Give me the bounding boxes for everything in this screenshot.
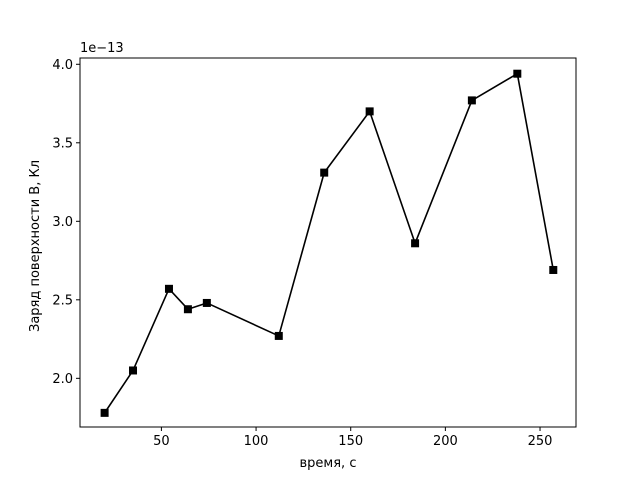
x-tick-label: 150 <box>338 434 363 449</box>
y-axis-label: Заряд поверхности B, Кл <box>28 160 43 332</box>
x-tick-label: 50 <box>153 434 170 449</box>
y-tick-label: 2.0 <box>52 372 73 387</box>
x-tick-label: 200 <box>433 434 458 449</box>
data-point <box>183 305 192 314</box>
data-point <box>365 107 374 116</box>
data-point <box>467 96 476 105</box>
y-tick-label: 3.0 <box>52 215 73 230</box>
x-axis-label: время, с <box>300 456 357 471</box>
data-point <box>274 331 283 340</box>
data-point <box>164 284 173 293</box>
x-tick-label: 250 <box>528 434 553 449</box>
data-point <box>549 265 558 274</box>
y-offset-label: 1e−13 <box>80 41 124 56</box>
plot-frame <box>79 57 577 428</box>
data-point <box>100 408 109 417</box>
y-tick-label: 3.5 <box>52 136 73 151</box>
data-point <box>129 366 138 375</box>
x-tick-label: 100 <box>244 434 269 449</box>
y-tick-label: 4.0 <box>52 58 73 73</box>
data-point <box>320 168 329 177</box>
series-line <box>103 72 555 414</box>
data-point <box>513 69 522 78</box>
y-tick-label: 2.5 <box>52 293 73 308</box>
data-point <box>411 239 420 248</box>
plot-area: 50 100 150 200 250 2.0 2.5 3.0 3.5 4.0 <box>52 57 577 449</box>
data-point <box>202 298 211 307</box>
